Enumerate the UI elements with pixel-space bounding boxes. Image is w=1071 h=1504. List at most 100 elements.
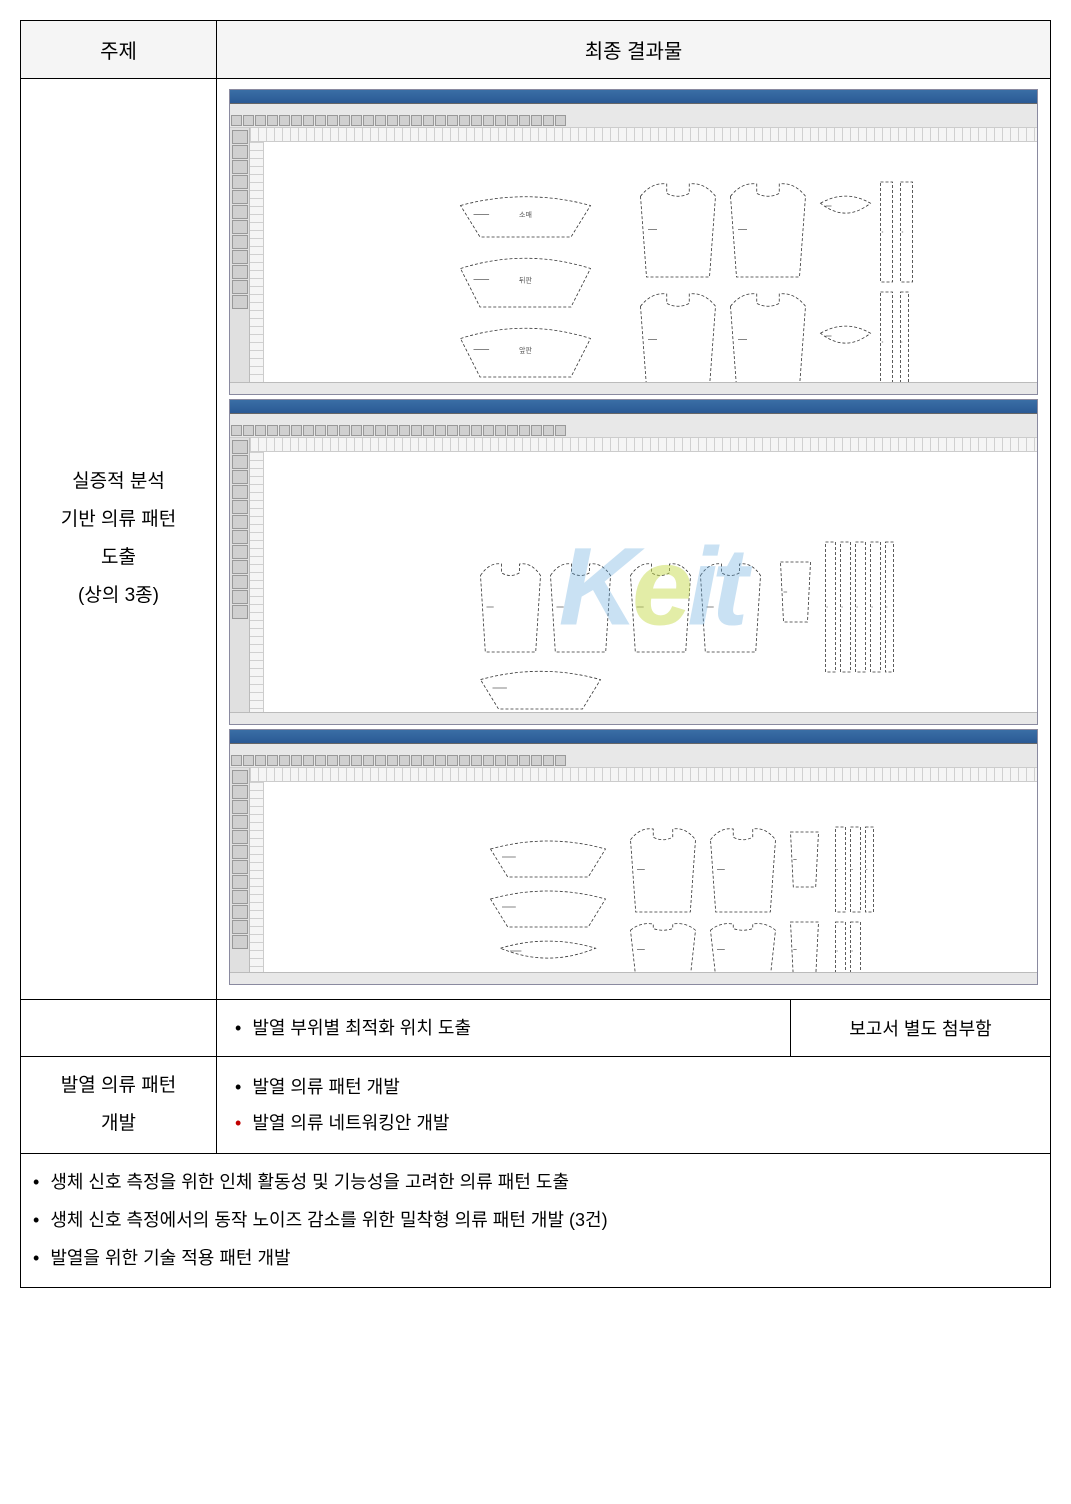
bullet-list-heat-pattern: 발열 의류 패턴 개발 발열 의류 네트워킹안 개발 (229, 1069, 1038, 1141)
footer-bullet-list: 생체 신호 측정을 위한 인체 활동성 및 기능성을 고려한 의류 패턴 도출 … (33, 1164, 1038, 1277)
ruler-left (250, 782, 264, 972)
sidebar-tool-icon (232, 845, 248, 859)
toolbar-icon (447, 425, 458, 436)
sidebar-tool-icon (232, 800, 248, 814)
toolbar-icon (255, 755, 266, 766)
cad-sidebar (230, 438, 250, 712)
sidebar-tool-icon (232, 455, 248, 469)
footer-cell: 생체 신호 측정을 위한 인체 활동성 및 기능성을 고려한 의류 패턴 도출 … (21, 1154, 1051, 1288)
row-heat-pattern-dev: 발열 의류 패턴 개발 발열 의류 패턴 개발 발열 의류 네트워킹안 개발 (21, 1057, 1051, 1154)
toolbar-icon (543, 425, 554, 436)
toolbar-icon (351, 425, 362, 436)
cad-window-3 (229, 729, 1038, 985)
toolbar-icon (231, 115, 242, 126)
sidebar-tool-icon (232, 145, 248, 159)
sidebar-tool-icon (232, 905, 248, 919)
cad-screenshots-container: 소매뒤판앞판 Keit (229, 89, 1038, 985)
toolbar-icon (351, 115, 362, 126)
pattern-piece-bodice (551, 564, 611, 652)
toolbar-icon (411, 755, 422, 766)
toolbar-icon (387, 425, 398, 436)
toolbar-icon (423, 425, 434, 436)
pattern-piece-collar (821, 326, 871, 343)
toolbar-icon (363, 115, 374, 126)
sidebar-tool-icon (232, 440, 248, 454)
cad-statusbar (230, 712, 1037, 724)
sidebar-tool-icon (232, 860, 248, 874)
ruler-top (250, 128, 1037, 142)
sidebar-tool-icon (232, 515, 248, 529)
toolbar-icon (399, 425, 410, 436)
toolbar-icon (555, 115, 566, 126)
toolbar-icon (375, 425, 386, 436)
cad-menubar (230, 414, 1037, 424)
pattern-piece-small (791, 922, 819, 972)
toolbar-icon (279, 115, 290, 126)
toolbar-icon (483, 425, 494, 436)
pattern-piece-collar (501, 941, 596, 958)
toolbar-icon (327, 115, 338, 126)
pattern-svg: 소매뒤판앞판 (264, 142, 1037, 382)
subject-cell-2-empty (21, 1000, 217, 1057)
cad-titlebar (230, 400, 1037, 414)
pattern-piece-bodice (731, 294, 806, 382)
toolbar-icon (423, 755, 434, 766)
sidebar-tool-icon (232, 785, 248, 799)
main-table: 주제 최종 결과물 실증적 분석 기반 의류 패턴 도출 (상의 3종) 소매뒤… (20, 20, 1051, 1288)
pattern-piece-bodice (711, 829, 776, 912)
cad-canvas: Keit (264, 452, 1037, 712)
toolbar-icon (327, 425, 338, 436)
sidebar-tool-icon (232, 175, 248, 189)
cad-menubar (230, 744, 1037, 754)
cad-toolbar (230, 424, 1037, 438)
svg-text:앞판: 앞판 (519, 345, 532, 354)
toolbar-icon (423, 115, 434, 126)
sidebar-tool-icon (232, 220, 248, 234)
pattern-piece-strip (901, 292, 909, 382)
subject-cell-1: 실증적 분석 기반 의류 패턴 도출 (상의 3종) (21, 79, 217, 1000)
pattern-piece-bodice (701, 564, 761, 652)
toolbar-icon (555, 755, 566, 766)
pattern-piece-collar (821, 196, 871, 213)
toolbar-icon (243, 755, 254, 766)
toolbar-icon (363, 425, 374, 436)
cad-toolbar (230, 114, 1037, 128)
heat-location-bullet-cell: 발열 부위별 최적화 위치 도출 (217, 1000, 791, 1057)
toolbar-icon (495, 115, 506, 126)
toolbar-icon (495, 425, 506, 436)
toolbar-icon (315, 755, 326, 766)
sidebar-tool-icon (232, 205, 248, 219)
subject-cell-3: 발열 의류 패턴 개발 (21, 1057, 217, 1154)
sidebar-tool-icon (232, 130, 248, 144)
toolbar-icon (387, 755, 398, 766)
toolbar-icon (507, 115, 518, 126)
toolbar-icon (351, 755, 362, 766)
sidebar-tool-icon (232, 770, 248, 784)
note-attachment: 보고서 별도 첨부함 (791, 1000, 1051, 1057)
toolbar-icon (543, 755, 554, 766)
footer-item-2: 생체 신호 측정에서의 동작 노이즈 감소를 위한 밀착형 의류 패턴 개발 (… (33, 1202, 1038, 1240)
toolbar-icon (483, 115, 494, 126)
bullet-heat-location: 발열 부위별 최적화 위치 도출 (235, 1010, 778, 1046)
toolbar-icon (327, 755, 338, 766)
toolbar-icon (303, 115, 314, 126)
toolbar-icon (303, 755, 314, 766)
cad-statusbar (230, 972, 1037, 984)
toolbar-icon (411, 425, 422, 436)
table-header-row: 주제 최종 결과물 (21, 21, 1051, 79)
pattern-piece-strip (881, 292, 893, 382)
screenshots-cell: 소매뒤판앞판 Keit (217, 79, 1051, 1000)
toolbar-icon (291, 115, 302, 126)
toolbar-icon (339, 425, 350, 436)
toolbar-icon (279, 425, 290, 436)
toolbar-icon (519, 425, 530, 436)
toolbar-icon (435, 115, 446, 126)
toolbar-icon (543, 115, 554, 126)
subject1-line4: (상의 3종) (33, 577, 204, 615)
sidebar-tool-icon (232, 590, 248, 604)
toolbar-icon (411, 115, 422, 126)
toolbar-icon (447, 115, 458, 126)
pattern-piece-sleeve (491, 841, 606, 877)
header-result: 최종 결과물 (217, 21, 1051, 79)
pattern-piece-bodice (631, 924, 696, 972)
